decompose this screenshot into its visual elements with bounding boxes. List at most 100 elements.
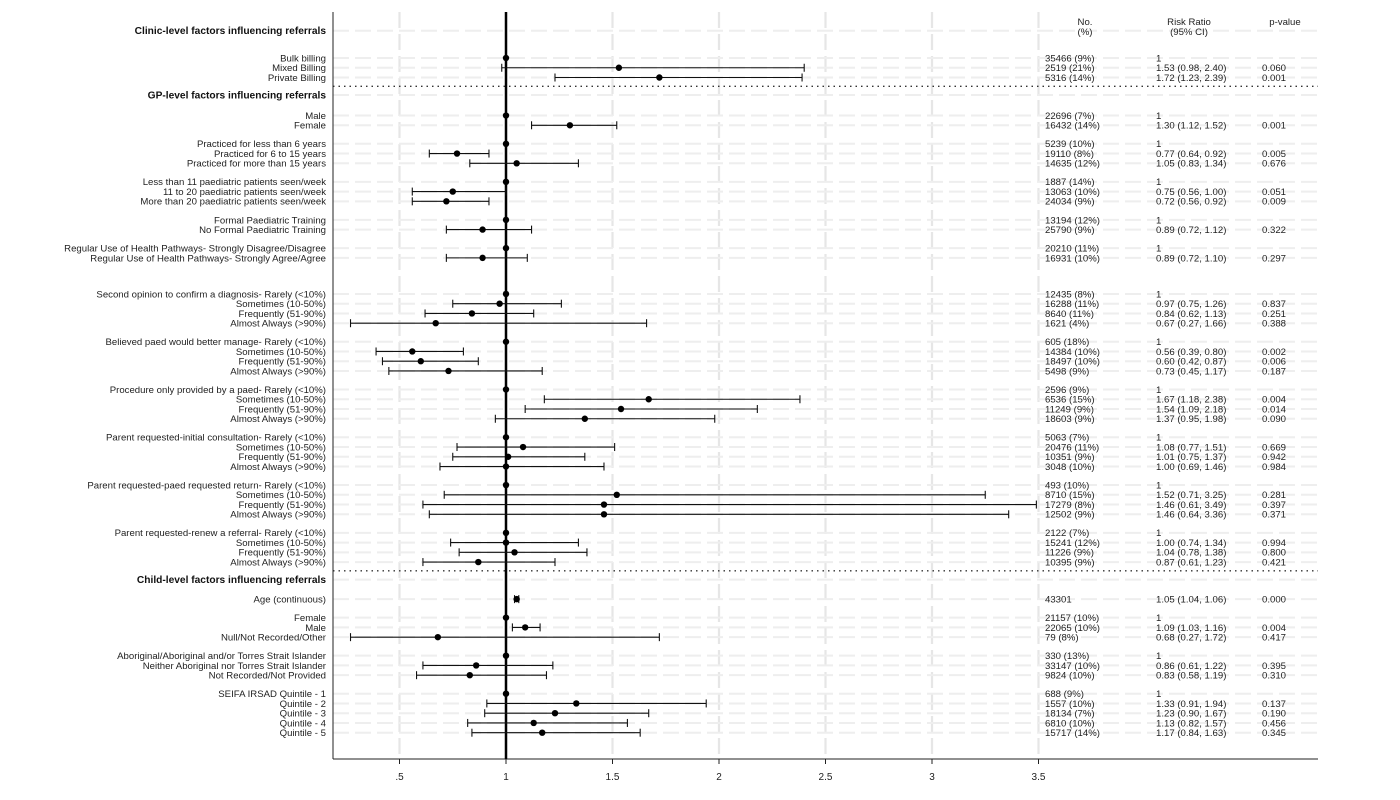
estimate-point	[443, 198, 450, 205]
estimate-point	[513, 595, 520, 603]
row-label: Sometimes (10-50%)	[236, 299, 326, 310]
estimate-point	[468, 310, 476, 317]
row-n-value: 18603 (9%)	[1045, 414, 1095, 425]
row-n-value: 20210 (11%)	[1045, 244, 1099, 255]
row-n-value: 14384 (10%)	[1045, 347, 1100, 358]
row-n-value: 2122 (7%)	[1045, 528, 1089, 539]
row-p-value: 0.000	[1262, 595, 1286, 606]
estimate-point	[613, 491, 620, 498]
x-tick-label: 1.5	[606, 772, 620, 783]
estimate-point	[502, 690, 510, 697]
estimate-point	[519, 443, 527, 451]
estimate-point	[539, 729, 546, 736]
row-n-value: 16931 (10%)	[1045, 253, 1100, 264]
row-label: Sometimes (10-50%)	[236, 538, 326, 549]
row-p-value: 0.006	[1262, 357, 1286, 368]
estimate-point	[502, 178, 510, 186]
row-p-value: 0.669	[1262, 442, 1286, 453]
row-p-value: 0.417	[1262, 633, 1286, 644]
row-label: Aboriginal/Aboriginal and/or Torres Stra…	[117, 651, 327, 662]
row-label: Sometimes (10-50%)	[236, 442, 326, 453]
row-n-value: 1887 (14%)	[1045, 177, 1095, 188]
estimate-point	[434, 633, 442, 641]
row-risk-ratio: 1	[1156, 139, 1161, 150]
row-risk-ratio: 0.67 (0.27, 1.66)	[1156, 319, 1226, 330]
row-label: Parent requested-paed requested return- …	[87, 480, 326, 491]
row-label: Frequently (51-90%)	[239, 452, 326, 463]
estimate-point	[502, 463, 510, 470]
row-label: Practiced for less than 6 years	[197, 139, 326, 150]
n-header-line2: (%)	[1078, 27, 1093, 38]
row-label: Almost Always (>90%)	[230, 366, 326, 377]
estimate-point	[502, 529, 510, 537]
estimate-point	[551, 710, 559, 717]
estimate-point	[502, 54, 510, 62]
row-risk-ratio: 1	[1156, 244, 1161, 255]
row-label: Female	[294, 613, 326, 624]
estimate-point	[502, 614, 510, 621]
row-n-value: 13063 (10%)	[1045, 187, 1100, 198]
row-n-value: 22065 (10%)	[1045, 623, 1100, 634]
row-risk-ratio: 0.87 (0.61, 1.23)	[1156, 557, 1226, 568]
estimate-point	[656, 74, 663, 81]
section-dividers	[333, 85, 1318, 572]
row-n-value: 24034 (9%)	[1045, 197, 1095, 208]
row-risk-ratio: 1.01 (0.75, 1.37)	[1156, 452, 1226, 463]
row-n-value: 12502 (9%)	[1045, 510, 1095, 521]
row-risk-ratio: 1	[1156, 651, 1161, 662]
row-risk-ratio: 1	[1156, 177, 1161, 188]
x-tick-label: 2.5	[819, 772, 833, 783]
row-n-value: 493 (10%)	[1045, 480, 1089, 491]
estimate-point	[479, 226, 486, 233]
row-n-value: 25790 (9%)	[1045, 225, 1095, 236]
row-risk-ratio: 1.46 (0.61, 3.49)	[1156, 500, 1226, 511]
row-risk-ratio: 1	[1156, 337, 1161, 348]
row-p-value: 0.281	[1262, 490, 1286, 501]
row-p-value: 0.251	[1262, 309, 1286, 320]
row-p-value: 0.942	[1262, 452, 1286, 463]
row-label: Quintile - 4	[280, 718, 327, 729]
row-n-value: 18134 (7%)	[1045, 709, 1095, 720]
estimate-point	[502, 338, 510, 345]
estimate-point	[566, 122, 574, 129]
row-risk-ratio: 0.60 (0.42, 0.87)	[1156, 357, 1226, 368]
row-n-value: 10351 (9%)	[1045, 452, 1095, 463]
row-p-value: 0.060	[1262, 63, 1286, 74]
row-p-value: 0.371	[1262, 510, 1286, 521]
row-label: Practiced for 6 to 15 years	[214, 149, 326, 160]
estimate-point	[417, 358, 424, 365]
row-n-value: 22696 (7%)	[1045, 111, 1095, 122]
row-n-value: 8710 (15%)	[1045, 490, 1095, 501]
estimate-point	[502, 290, 510, 298]
row-risk-ratio: 0.84 (0.62, 1.13)	[1156, 309, 1226, 320]
row-n-value: 5316 (14%)	[1045, 73, 1095, 84]
row-risk-ratio: 0.97 (0.75, 1.26)	[1156, 299, 1226, 310]
row-n-value: 18497 (10%)	[1045, 357, 1100, 368]
row-label: Parent requested-initial consultation- R…	[106, 433, 326, 444]
estimate-point	[521, 624, 529, 631]
row-label: Bulk billing	[280, 53, 326, 64]
row-p-value: 0.004	[1262, 395, 1287, 406]
row-risk-ratio: 0.75 (0.56, 1.00)	[1156, 187, 1226, 198]
row-label: Almost Always (>90%)	[230, 557, 326, 568]
row-label: Neither Aboriginal nor Torres Strait Isl…	[143, 661, 327, 672]
row-risk-ratio: 1	[1156, 528, 1161, 539]
row-label: Age (continuous)	[253, 595, 326, 606]
estimate-point	[530, 719, 537, 727]
row-label: Procedure only provided by a paed- Rarel…	[110, 385, 326, 396]
x-tick-label: 3	[929, 772, 935, 783]
row-n-value: 17279 (8%)	[1045, 500, 1095, 511]
estimate-point	[573, 700, 580, 707]
estimate-point	[645, 396, 652, 403]
n-header-line1: No.	[1078, 17, 1093, 28]
x-tick-label: 3.5	[1032, 772, 1046, 783]
row-risk-ratio: 1.08 (0.77, 1.51)	[1156, 442, 1226, 453]
row-label: Frequently (51-90%)	[239, 500, 326, 511]
estimate-point	[496, 300, 503, 307]
row-risk-ratio: 1.13 (0.82, 1.57)	[1156, 718, 1226, 729]
row-label: No Formal Paediatric Training	[199, 225, 326, 236]
row-label: Almost Always (>90%)	[230, 462, 326, 473]
row-p-value: 0.388	[1262, 319, 1286, 330]
estimate-point	[432, 320, 439, 327]
estimate-point	[502, 216, 510, 224]
